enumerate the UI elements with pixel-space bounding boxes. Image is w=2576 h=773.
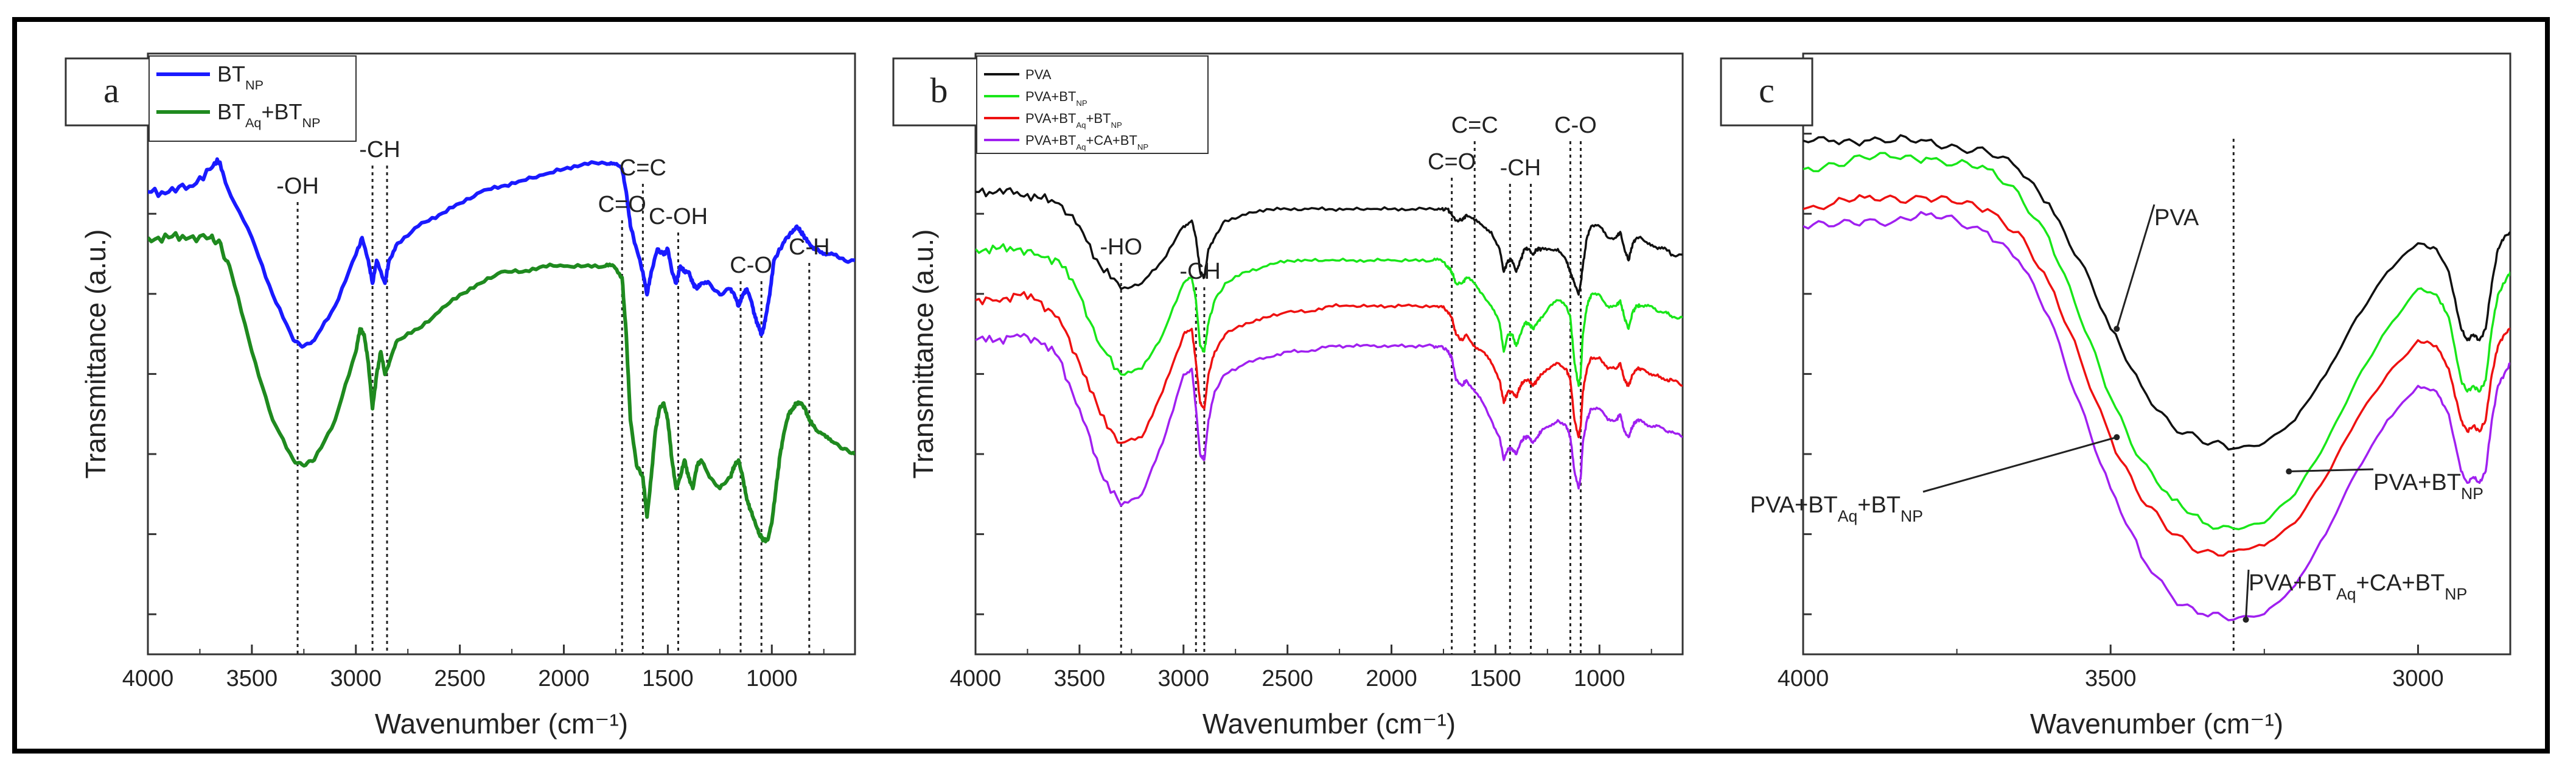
x-tick-label: 4000	[122, 666, 174, 691]
x-tick-label: 2500	[434, 666, 486, 691]
callout-arrow	[1922, 436, 2117, 493]
series-line-PVA+BTNP	[976, 243, 1683, 387]
callout-label: PVA+BTAq+BTNP	[1750, 492, 1923, 525]
x-tick-label: 2000	[1366, 666, 1417, 691]
x-tick-label: 1000	[1574, 666, 1625, 691]
y-axis-label: Transmittance (a.u.)	[907, 229, 939, 479]
legend-label: BTNP	[217, 61, 264, 93]
legend-label: BTAq+BTNP	[217, 99, 320, 130]
y-axis-label: Transmittance (a.u.)	[80, 229, 111, 479]
legend-box	[148, 55, 357, 142]
x-tick-label: 3500	[226, 666, 278, 691]
callout-point	[2286, 468, 2292, 475]
legend-label: PVA	[1025, 67, 1052, 82]
annotation-label: C-OH	[649, 204, 708, 229]
legend-label: PVA+BTAq+BTNP	[1025, 111, 1122, 130]
x-tick-label: 3500	[2085, 666, 2137, 691]
x-tick-label: 3000	[330, 666, 382, 691]
panel-letter-box	[1720, 57, 1813, 127]
plot-clip	[1803, 134, 2510, 654]
annotation-label: -CH	[1179, 259, 1221, 284]
annotation-label: -CH	[359, 137, 400, 163]
callout-point	[2243, 617, 2249, 623]
panel-a: a 4000 3500 3000 2500 2000 1500 1000 Wavenumber …	[65, 52, 856, 740]
series-line-BTNP	[148, 157, 855, 349]
x-tick-label: 4000	[1778, 666, 1829, 691]
series-line-PVA	[1803, 134, 2510, 451]
x-tick-label: 4000	[950, 666, 1002, 691]
annotation-label: C=C	[620, 155, 666, 181]
callout-point	[2114, 326, 2120, 332]
x-tick-label: 1500	[1470, 666, 1521, 691]
callout-label: PVA	[2154, 205, 2199, 231]
panel-letter: a	[103, 71, 119, 110]
plot-clip	[148, 157, 855, 654]
panel-letter-box	[65, 57, 158, 127]
annotation-label: C-O	[730, 253, 772, 278]
annotation-label: C-O	[1554, 113, 1597, 138]
plot-area	[1802, 52, 2511, 656]
panel-letter: b	[930, 71, 948, 110]
series-line-PVA+BTAq+BTNP	[1803, 194, 2510, 557]
annotation-label: -OH	[276, 173, 319, 199]
series-line-PVA+BTAq+CA+BTNP	[976, 333, 1683, 507]
annotation-label: C-H	[789, 234, 830, 260]
x-tick-label: 1000	[746, 666, 798, 691]
series-line-PVA+BTNP	[1803, 152, 2510, 531]
plot-area	[147, 52, 856, 656]
callout-point	[2114, 434, 2120, 441]
x-tick-label: 2500	[1262, 666, 1313, 691]
annotation-label: C=O	[1428, 149, 1476, 175]
callout-label: PVA+BTAq+CA+BTNP	[2249, 570, 2467, 603]
legend-label: PVA+BTAq+CA+BTNP	[1025, 133, 1148, 152]
x-tick-label: 3500	[1054, 666, 1106, 691]
panel-b: b 4000 3500 3000 2500 2000 1500 1000 Wavenumber …	[892, 52, 1684, 740]
callout-arrow	[2115, 204, 2155, 329]
x-axis-label: Wavenumber (cm⁻¹)	[375, 708, 628, 740]
series-line-PVA+BTAq+BTNP	[976, 291, 1683, 444]
x-tick-label: 3000	[2392, 666, 2444, 691]
figure-frame	[12, 17, 2550, 754]
x-axis-label: Wavenumber (cm⁻¹)	[1202, 708, 1456, 740]
annotation-label: C=O	[598, 192, 646, 217]
panel-letter-box	[892, 57, 986, 127]
x-tick-label: 3000	[1157, 666, 1209, 691]
x-axis-label: Wavenumber (cm⁻¹)	[2030, 708, 2283, 740]
callout-label: PVA+BTNP	[2373, 470, 2484, 503]
annotation-label: C=C	[1451, 113, 1498, 138]
legend-box	[976, 55, 1209, 154]
series-line-PVA+BTAq+CA+BTNP	[1803, 211, 2510, 621]
annotation-label: -HO	[1100, 234, 1142, 260]
series-line-PVA	[976, 187, 1683, 296]
callout-arrow	[2245, 569, 2250, 620]
panel-letter: c	[1759, 71, 1775, 110]
annotation-label: -CH	[1500, 155, 1541, 181]
panel-c: c 4000 3500 3000 Wavenumber (cm⁻¹) PVA PVA+BTN…	[1720, 52, 2511, 740]
x-tick-label: 1500	[642, 666, 694, 691]
series-line-BTAq+BTNP	[148, 231, 855, 544]
plot-clip	[976, 141, 1683, 654]
legend-label: PVA+BTNP	[1025, 89, 1087, 108]
callout-arrow	[2289, 468, 2374, 473]
x-tick-label: 2000	[538, 666, 590, 691]
